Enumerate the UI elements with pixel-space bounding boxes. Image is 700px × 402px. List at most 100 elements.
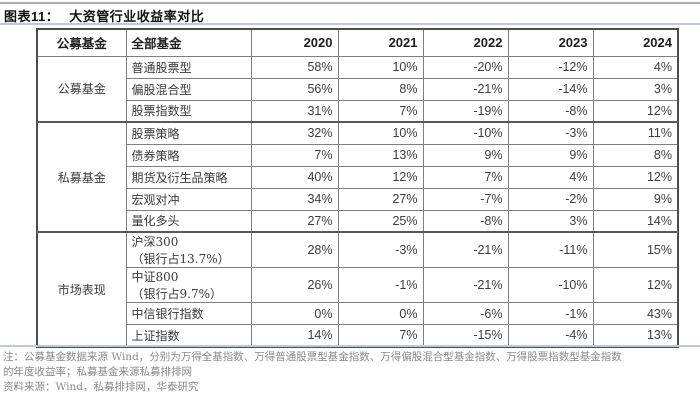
index-name: 中证800 <box>131 270 179 284</box>
value-cell: 4% <box>507 165 594 189</box>
table-header-row: 公募基金 全部基金 2020 2021 2022 2023 2024 <box>36 28 679 57</box>
group-cell-private-funds: 私募基金 <box>36 121 127 233</box>
header-year-2021: 2021 <box>337 28 424 57</box>
figure-number-label: 图表11： <box>4 9 60 24</box>
value-cell: 12% <box>592 99 679 123</box>
value-cell: 10% <box>337 55 424 79</box>
row-label: 中证800 （银行占9.7%） <box>125 267 252 303</box>
value-cell: -3% <box>337 231 424 268</box>
header-year-2023: 2023 <box>507 28 594 57</box>
value-cell: -2% <box>507 187 594 211</box>
notes-separator-rule <box>0 345 700 347</box>
value-cell: -6% <box>422 302 509 325</box>
value-cell: -21% <box>422 231 509 268</box>
value-cell: -1% <box>507 302 594 325</box>
value-cell: 7% <box>337 99 424 123</box>
value-cell: -3% <box>507 121 594 145</box>
value-cell: 7% <box>337 324 424 347</box>
source-line: 资料来源：Wind，私募排排网，华泰研究 <box>3 381 199 393</box>
value-cell: -4% <box>507 324 594 347</box>
top-rule <box>0 2 700 4</box>
row-label: 上证指数 <box>125 324 252 347</box>
row-label: 期货及衍生品策略 <box>125 165 252 189</box>
value-cell: 34% <box>250 187 339 211</box>
row-label: 沪深300 （银行占13.7%） <box>125 231 252 268</box>
value-cell: 0% <box>250 302 339 325</box>
value-cell: 32% <box>250 121 339 145</box>
value-cell: 8% <box>592 143 679 167</box>
value-cell: 4% <box>592 55 679 79</box>
value-cell: 0% <box>337 302 424 325</box>
value-cell: 11% <box>592 121 679 145</box>
value-cell: -21% <box>422 77 509 101</box>
table-row: 宏观对冲 34% 27% -7% -2% 9% <box>37 187 679 211</box>
table-row: 债券策略 7% 13% 9% 9% 8% <box>37 143 679 167</box>
row-label: 宏观对冲 <box>125 187 252 211</box>
value-cell: 14% <box>592 209 679 233</box>
value-cell: 15% <box>592 231 679 268</box>
value-cell: 9% <box>592 187 679 211</box>
header-year-2022: 2022 <box>422 28 509 57</box>
value-cell: 25% <box>337 209 424 233</box>
value-cell: 9% <box>422 143 509 167</box>
value-cell: -10% <box>507 267 594 303</box>
index-bank-weight: （银行占9.7%） <box>131 287 223 301</box>
value-cell: -10% <box>422 121 509 145</box>
table-row: 量化多头 27% 25% -8% 3% 14% <box>37 209 679 233</box>
value-cell: 27% <box>250 209 339 233</box>
value-cell: 40% <box>250 165 339 189</box>
value-cell: 3% <box>507 209 594 233</box>
value-cell: 12% <box>592 165 679 189</box>
value-cell: -19% <box>422 99 509 123</box>
value-cell: 7% <box>422 165 509 189</box>
table-row: 中信银行指数 0% 0% -6% -1% 43% <box>37 302 679 325</box>
row-label: 普通股票型 <box>125 55 252 79</box>
title-underline <box>0 23 700 25</box>
value-cell: 13% <box>592 324 679 347</box>
value-cell: -7% <box>422 187 509 211</box>
footnotes: 注：公募基金数据来源 Wind，分别为万得全基指数、万得普通股票型基金指数、万得… <box>3 350 700 395</box>
value-cell: -11% <box>507 231 594 268</box>
row-label: 股票策略 <box>125 121 252 145</box>
value-cell: 13% <box>337 143 424 167</box>
value-cell: 14% <box>250 324 339 347</box>
table-row: 中证800 （银行占9.7%） 26% -1% -21% -10% 12% <box>37 267 679 303</box>
table-row: 上证指数 14% 7% -15% -4% 13% <box>37 324 679 347</box>
value-cell: 56% <box>250 77 339 101</box>
table-row: 市场表现 沪深300 （银行占13.7%） 28% -3% -21% -11% 1… <box>36 231 679 347</box>
value-cell: 12% <box>337 165 424 189</box>
group-cell-public-funds: 公募基金 <box>36 55 127 123</box>
value-cell: 31% <box>250 99 339 123</box>
page-title: 大资管行业收益率对比 <box>69 9 205 24</box>
value-cell: 28% <box>250 231 339 268</box>
value-cell: -21% <box>422 267 509 303</box>
row-label: 量化多头 <box>125 209 252 233</box>
value-cell: -12% <box>507 55 594 79</box>
value-cell: 58% <box>250 55 339 79</box>
header-year-2024: 2024 <box>592 28 679 57</box>
note-line: 注：公募基金数据来源 Wind，分别为万得全基指数、万得普通股票型基金指数、万得… <box>3 351 622 363</box>
table-row: 偏股混合型 56% 8% -21% -14% 3% <box>37 77 679 101</box>
value-cell: -14% <box>507 77 594 101</box>
header-all-funds: 全部基金 <box>125 28 252 57</box>
value-cell: 12% <box>592 267 679 303</box>
table-row: 期货及衍生品策略 40% 12% 7% 4% 12% <box>37 165 679 189</box>
value-cell: -15% <box>422 324 509 347</box>
returns-table: 公募基金 全部基金 2020 2021 2022 2023 2024 公募基金 … <box>36 28 679 348</box>
table-row: 股票指数型 31% 7% -19% -8% 12% <box>37 99 679 123</box>
value-cell: -20% <box>422 55 509 79</box>
value-cell: -8% <box>507 99 594 123</box>
figure-title-bar: 图表11： 大资管行业收益率对比 <box>4 6 700 25</box>
value-cell: 10% <box>337 121 424 145</box>
value-cell: 9% <box>507 143 594 167</box>
table-row: 私募基金 股票策略 32% 10% -10% -3% 11% <box>36 121 679 233</box>
index-name: 沪深300 <box>131 235 179 249</box>
index-bank-weight: （银行占13.7%） <box>131 252 230 266</box>
row-label: 中信银行指数 <box>125 302 252 325</box>
value-cell: 26% <box>250 267 339 303</box>
row-label: 偏股混合型 <box>125 77 252 101</box>
value-cell: -8% <box>422 209 509 233</box>
value-cell: 27% <box>337 187 424 211</box>
row-label: 股票指数型 <box>125 99 252 123</box>
value-cell: 43% <box>592 302 679 325</box>
